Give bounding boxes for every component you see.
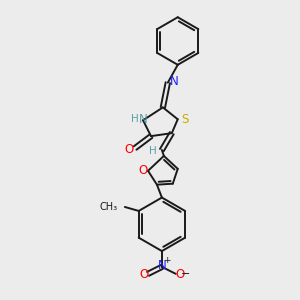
Text: CH₃: CH₃ — [100, 202, 118, 212]
Text: H: H — [149, 146, 157, 156]
Text: H: H — [131, 114, 139, 124]
Text: O: O — [140, 268, 149, 281]
Text: −: − — [181, 269, 190, 279]
Text: O: O — [138, 164, 148, 177]
Text: N: N — [139, 113, 147, 126]
Text: O: O — [175, 268, 184, 281]
Text: +: + — [163, 256, 171, 266]
Text: S: S — [181, 113, 188, 126]
Text: O: O — [124, 142, 134, 155]
Text: N: N — [169, 75, 178, 88]
Text: N: N — [158, 260, 166, 272]
